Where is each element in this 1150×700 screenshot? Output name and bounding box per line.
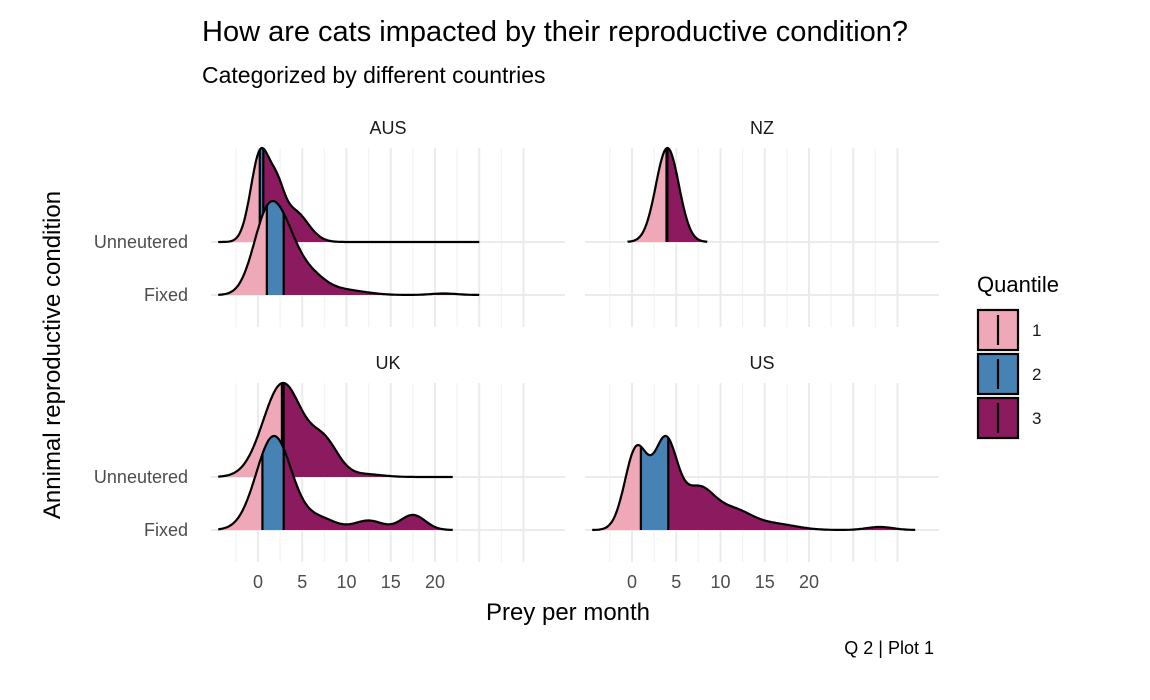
legend-label: 1	[1032, 321, 1041, 340]
ridge-fixed	[218, 434, 453, 531]
density-outline	[627, 146, 708, 243]
quantile-3-area	[668, 437, 916, 530]
quantile-2-area	[262, 436, 284, 530]
panel-label: AUS	[369, 118, 406, 138]
panel-label: NZ	[750, 118, 774, 138]
x-axis-title: Prey per month	[486, 599, 650, 626]
x-tick-label: 0	[627, 572, 637, 592]
x-tick-label: 10	[336, 572, 356, 592]
panel-aus: AUS Fixed Unneutered	[94, 118, 565, 327]
x-tick-label: 0	[253, 572, 263, 592]
legend-label: 3	[1032, 409, 1041, 428]
panel-uk: UK Fixed Unneutered 0 5 10 15 20	[94, 353, 565, 592]
quantile-2-area	[266, 201, 284, 295]
x-tick-label: 20	[799, 572, 819, 592]
density-outline	[592, 434, 916, 532]
ridge-unneutered	[218, 381, 453, 479]
y-tick-label: Unneutered	[94, 467, 188, 487]
density-outline	[218, 381, 453, 479]
x-tick-label: 5	[671, 572, 681, 592]
y-axis-title: Annimal reproductive condition	[39, 191, 66, 519]
quantile-3-area	[283, 448, 453, 530]
ridge-fixed	[218, 199, 480, 297]
panels-layer: AUS Fixed Unneutered NZ UK Fixed Unneutered 0 5 1…	[94, 118, 939, 592]
chart-caption: Q 2 | Plot 1	[844, 638, 934, 658]
chart-title: How are cats impacted by their reproduct…	[202, 16, 909, 48]
quantile-3-area	[283, 383, 453, 477]
x-tick-label: 15	[381, 572, 401, 592]
quantile-3-area	[283, 213, 480, 295]
legend-entry-3: 3	[976, 396, 1041, 440]
y-tick-label: Unneutered	[94, 232, 188, 252]
panel-label: US	[749, 353, 774, 373]
density-outline	[218, 199, 480, 297]
legend: Quantile 1 2 3	[976, 272, 1059, 440]
y-tick-label: Fixed	[144, 285, 188, 305]
legend-label: 2	[1032, 365, 1041, 384]
quantile-2-area	[640, 436, 669, 530]
quantile-1-area	[592, 445, 641, 530]
quantile-1-area	[627, 148, 667, 242]
quantile-1-area	[218, 205, 267, 295]
quantile-1-area	[218, 454, 263, 530]
panel-label: UK	[375, 353, 400, 373]
chart-subtitle: Categorized by different countries	[202, 62, 546, 88]
legend-title: Quantile	[977, 272, 1059, 297]
panel-us: US 0 5 10 15 20	[585, 353, 939, 592]
x-tick-label: 10	[710, 572, 730, 592]
density-outline	[218, 146, 480, 244]
ridge-unneutered	[627, 146, 708, 243]
quantile-3-area	[263, 148, 480, 242]
panel-nz: NZ	[585, 118, 939, 327]
legend-entry-1: 1	[976, 308, 1041, 352]
y-tick-label: Fixed	[144, 520, 188, 540]
quantile-3-area	[667, 148, 708, 242]
density-outline	[218, 434, 453, 531]
ridge-fixed	[592, 434, 916, 532]
x-tick-label: 5	[297, 572, 307, 592]
x-tick-label: 20	[425, 572, 445, 592]
x-tick-label: 15	[755, 572, 775, 592]
quantile-1-area	[218, 149, 260, 242]
legend-entry-2: 2	[976, 352, 1041, 396]
